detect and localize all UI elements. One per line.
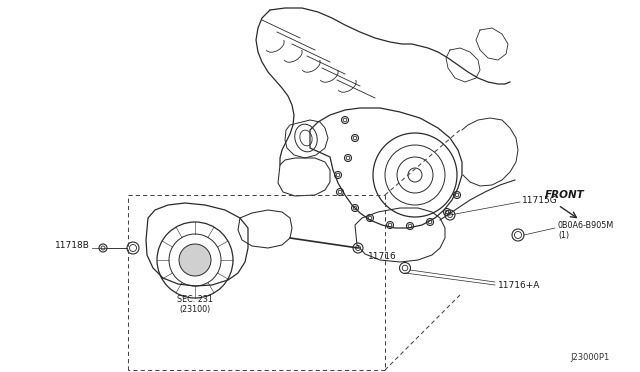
Text: SEC. 231: SEC. 231 (177, 295, 213, 304)
Text: (1): (1) (558, 231, 569, 240)
Text: 11716: 11716 (368, 252, 397, 261)
Text: (23100): (23100) (179, 305, 211, 314)
Text: J23000P1: J23000P1 (570, 353, 609, 362)
Text: 11718B: 11718B (55, 241, 90, 250)
Text: 11715G: 11715G (522, 196, 557, 205)
Text: 0B0A6-B905M: 0B0A6-B905M (558, 221, 614, 230)
Text: FRONT: FRONT (545, 190, 585, 200)
Circle shape (179, 244, 211, 276)
Text: 11716+A: 11716+A (498, 280, 540, 289)
